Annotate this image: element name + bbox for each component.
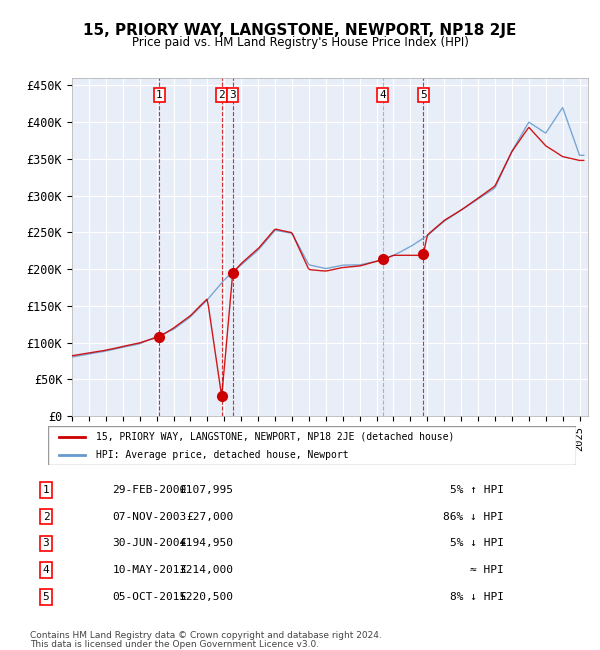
Text: 3: 3 (43, 538, 49, 549)
Text: 4: 4 (43, 565, 49, 575)
Text: 8% ↓ HPI: 8% ↓ HPI (450, 592, 504, 602)
Text: 2: 2 (218, 90, 225, 100)
Text: Contains HM Land Registry data © Crown copyright and database right 2024.: Contains HM Land Registry data © Crown c… (30, 630, 382, 640)
Text: 5% ↓ HPI: 5% ↓ HPI (450, 538, 504, 549)
Text: £220,500: £220,500 (180, 592, 234, 602)
Text: 4: 4 (379, 90, 386, 100)
Text: ≈ HPI: ≈ HPI (470, 565, 504, 575)
Text: 3: 3 (229, 90, 236, 100)
Text: £107,995: £107,995 (180, 485, 234, 495)
Text: 05-OCT-2015: 05-OCT-2015 (112, 592, 187, 602)
Text: £194,950: £194,950 (180, 538, 234, 549)
Text: 5: 5 (420, 90, 427, 100)
Text: 30-JUN-2004: 30-JUN-2004 (112, 538, 187, 549)
Text: 5: 5 (43, 592, 49, 602)
Text: 86% ↓ HPI: 86% ↓ HPI (443, 512, 504, 522)
Text: 15, PRIORY WAY, LANGSTONE, NEWPORT, NP18 2JE (detached house): 15, PRIORY WAY, LANGSTONE, NEWPORT, NP18… (95, 432, 454, 441)
Text: 15, PRIORY WAY, LANGSTONE, NEWPORT, NP18 2JE: 15, PRIORY WAY, LANGSTONE, NEWPORT, NP18… (83, 23, 517, 38)
Text: This data is licensed under the Open Government Licence v3.0.: This data is licensed under the Open Gov… (30, 640, 319, 649)
Text: 1: 1 (43, 485, 49, 495)
Text: £27,000: £27,000 (187, 512, 234, 522)
Text: 29-FEB-2000: 29-FEB-2000 (112, 485, 187, 495)
Text: Price paid vs. HM Land Registry's House Price Index (HPI): Price paid vs. HM Land Registry's House … (131, 36, 469, 49)
Text: 07-NOV-2003: 07-NOV-2003 (112, 512, 187, 522)
Text: 2: 2 (43, 512, 49, 522)
Text: HPI: Average price, detached house, Newport: HPI: Average price, detached house, Newp… (95, 450, 348, 460)
Text: 1: 1 (156, 90, 163, 100)
FancyBboxPatch shape (48, 426, 576, 465)
Text: 10-MAY-2013: 10-MAY-2013 (112, 565, 187, 575)
Text: 5% ↑ HPI: 5% ↑ HPI (450, 485, 504, 495)
Text: £214,000: £214,000 (180, 565, 234, 575)
